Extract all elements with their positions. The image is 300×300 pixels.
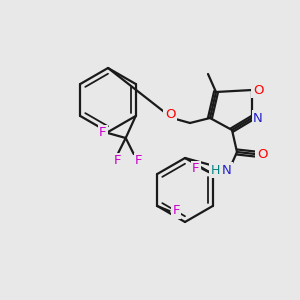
Text: F: F: [99, 127, 106, 140]
Text: O: O: [257, 148, 267, 160]
Text: F: F: [172, 205, 180, 218]
Text: H: H: [210, 164, 220, 176]
Text: N: N: [222, 164, 232, 176]
Text: O: O: [253, 83, 263, 97]
Text: F: F: [135, 154, 142, 167]
Text: F: F: [192, 163, 200, 176]
Text: O: O: [165, 109, 175, 122]
Text: N: N: [253, 112, 263, 124]
Text: F: F: [114, 154, 122, 167]
